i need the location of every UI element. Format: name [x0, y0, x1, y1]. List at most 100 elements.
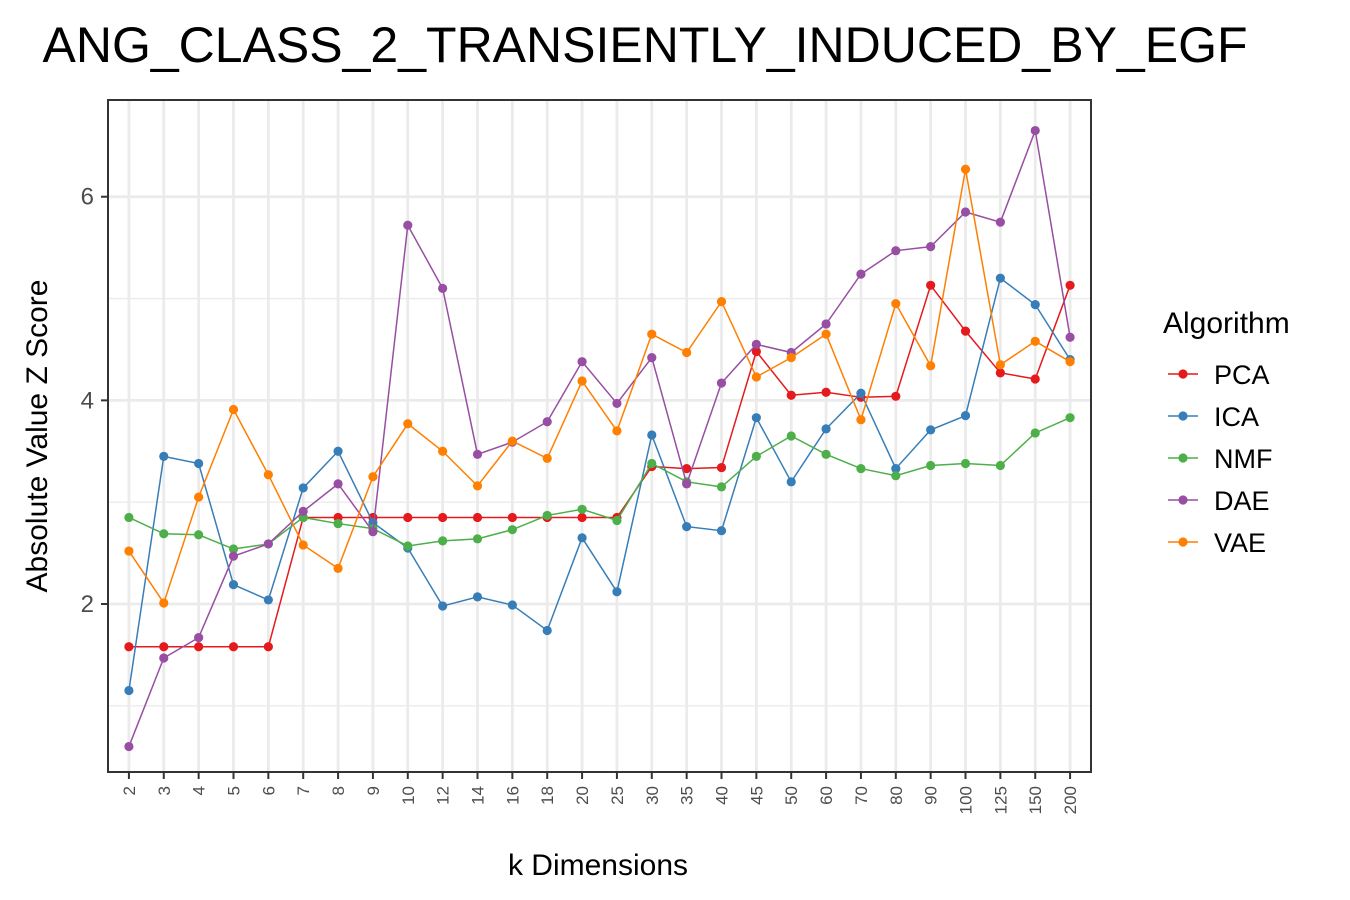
data-point-ica	[856, 388, 866, 398]
data-point-vae	[438, 446, 448, 456]
x-tick-label: 2	[120, 786, 139, 795]
data-point-vae	[926, 361, 936, 371]
x-tick-label: 90	[922, 786, 941, 805]
data-point-dae	[856, 269, 866, 279]
data-point-ica	[542, 625, 552, 636]
data-point-pca	[194, 642, 204, 652]
data-point-nmf	[438, 536, 448, 546]
data-point-vae	[786, 353, 796, 363]
data-point-nmf	[403, 541, 413, 551]
data-point-pca	[472, 512, 483, 523]
data-point-vae	[1065, 357, 1075, 367]
data-point-vae	[821, 329, 831, 339]
x-axis-title: k Dimensions	[508, 849, 688, 882]
data-point-ica	[751, 413, 761, 423]
data-point-nmf	[856, 463, 866, 474]
y-tick-label: 6	[81, 184, 94, 211]
x-tick-label: 45	[747, 786, 766, 805]
data-point-dae	[298, 506, 308, 516]
data-point-nmf	[751, 451, 761, 461]
data-point-pca	[995, 368, 1005, 378]
data-point-pca	[821, 387, 831, 397]
data-point-ica	[960, 411, 971, 421]
data-point-nmf	[786, 431, 796, 441]
data-point-ica	[682, 522, 692, 532]
data-point-nmf	[1065, 413, 1075, 423]
data-point-ica	[716, 526, 727, 536]
legend-label: NMF	[1214, 444, 1272, 474]
x-tick-label: 5	[224, 786, 243, 795]
series-line-ica	[128, 276, 1071, 691]
y-tick-label: 4	[81, 387, 94, 414]
x-tick-label: 100	[957, 786, 976, 814]
data-point-vae	[403, 419, 413, 429]
legend-key-point	[1178, 411, 1188, 421]
data-point-nmf	[1030, 428, 1040, 438]
y-axis: 2 4 6	[81, 184, 108, 618]
data-point-nmf	[194, 530, 204, 540]
data-point-dae	[960, 207, 971, 217]
data-point-pca	[926, 280, 936, 290]
data-point-dae	[577, 357, 587, 367]
data-point-dae	[1065, 332, 1075, 342]
data-point-dae	[472, 449, 483, 459]
data-point-pca	[960, 326, 971, 336]
x-tick-label: 80	[887, 786, 906, 805]
data-point-vae	[751, 372, 761, 382]
grid-lines	[108, 100, 1091, 772]
data-point-vae	[612, 426, 622, 436]
data-point-ica	[612, 587, 622, 597]
data-point-nmf	[228, 544, 239, 554]
data-point-vae	[159, 598, 169, 608]
data-point-vae	[891, 299, 901, 309]
data-point-nmf	[647, 458, 657, 469]
data-point-vae	[995, 360, 1005, 370]
data-point-vae	[298, 540, 308, 550]
series-line-dae	[128, 127, 1071, 747]
data-point-dae	[891, 246, 901, 256]
data-point-dae	[403, 220, 413, 230]
data-point-ica	[995, 273, 1005, 283]
data-point-ica	[472, 592, 483, 602]
data-point-vae	[682, 347, 692, 358]
x-tick-label: 125	[991, 786, 1010, 814]
series-ica	[124, 273, 1075, 696]
data-point-ica	[1030, 300, 1040, 310]
data-point-ica	[333, 446, 343, 456]
data-point-vae	[1030, 336, 1040, 346]
data-point-pca	[403, 512, 413, 523]
data-point-pca	[682, 463, 692, 474]
data-point-pca	[438, 512, 448, 523]
x-tick-label: 70	[852, 786, 871, 805]
x-tick-label: 30	[643, 786, 662, 805]
data-point-pca	[228, 642, 239, 652]
data-point-dae	[612, 398, 622, 409]
data-point-nmf	[995, 460, 1005, 471]
data-point-dae	[368, 527, 378, 537]
x-tick-label: 20	[573, 786, 592, 805]
data-point-dae	[995, 217, 1005, 227]
data-point-dae	[194, 633, 204, 643]
data-point-vae	[647, 329, 657, 339]
data-point-ica	[507, 600, 517, 610]
data-point-nmf	[472, 534, 483, 544]
series-vae	[124, 164, 1075, 608]
data-point-vae	[228, 404, 239, 415]
x-tick-label: 200	[1061, 786, 1080, 814]
data-point-ica	[891, 463, 901, 474]
data-point-nmf	[821, 449, 831, 459]
x-tick-label: 35	[678, 786, 697, 805]
x-tick-label: 8	[329, 786, 348, 795]
x-tick-label: 14	[468, 786, 487, 805]
data-point-vae	[577, 376, 587, 386]
data-point-nmf	[542, 510, 552, 521]
data-point-dae	[751, 339, 761, 349]
x-tick-label: 6	[259, 786, 278, 795]
x-tick-label: 60	[817, 786, 836, 805]
data-point-ica	[577, 533, 587, 543]
data-point-pca	[751, 346, 761, 357]
data-point-pca	[1065, 280, 1075, 290]
x-tick-label: 150	[1026, 786, 1045, 814]
data-point-ica	[647, 430, 657, 440]
